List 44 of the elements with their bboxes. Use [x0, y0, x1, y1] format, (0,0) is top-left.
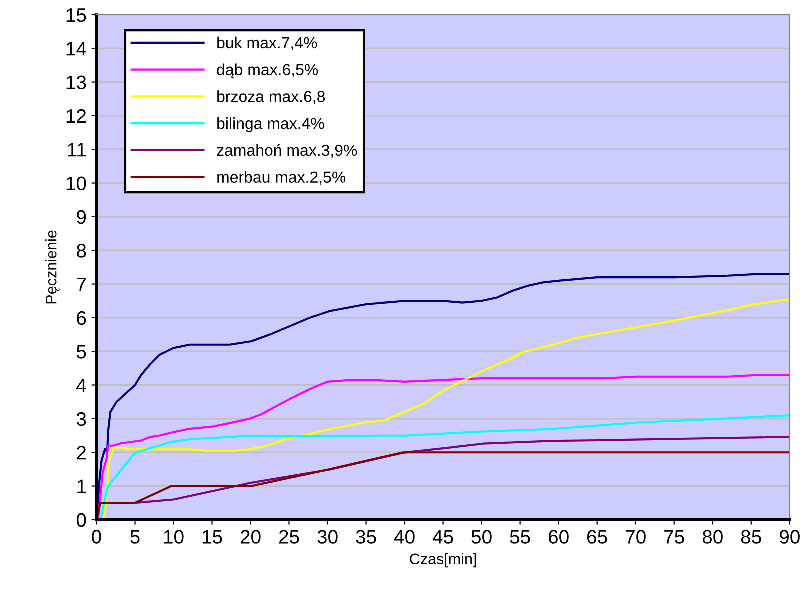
x-tick-label: 35	[356, 530, 376, 544]
y-tick-label: 13	[66, 76, 86, 90]
legend-label: dąb max.6,5%	[217, 64, 318, 79]
y-tick-label: 5	[76, 345, 86, 359]
x-tick-label: 0	[92, 530, 102, 544]
legend-label: bilinga max.4%	[218, 118, 324, 132]
y-tick-label: 10	[66, 176, 86, 191]
y-axis-title: Pęcznienie	[46, 230, 60, 304]
x-tick-label: 75	[664, 530, 684, 544]
x-tick-label: 90	[780, 530, 800, 544]
x-tick-label: 20	[240, 530, 261, 544]
y-tick-label: 9	[77, 210, 86, 224]
x-tick-label: 80	[702, 530, 723, 544]
legend-label: brzoza max.6,8	[218, 90, 326, 104]
legend-label: merbau max.2,5%	[218, 171, 346, 185]
x-tick-label: 55	[510, 530, 530, 544]
x-tick-label: 40	[394, 530, 415, 544]
y-tick-label: 11	[68, 143, 86, 157]
x-tick-label: 15	[202, 530, 222, 544]
y-tick-label: 6	[77, 311, 86, 326]
y-tick-label: 12	[66, 109, 86, 124]
x-tick-label: 50	[472, 530, 492, 544]
x-tick-label: 65	[588, 530, 608, 544]
x-axis-title: Czas[min]	[410, 553, 476, 568]
legend-label: zamahoń max.3,9%	[217, 144, 358, 158]
y-tick-label: 14	[66, 42, 86, 56]
line-series	[100, 414, 790, 520]
y-tick-label: 15	[66, 8, 86, 22]
x-tick-label: 70	[626, 530, 646, 544]
x-tick-label: 45	[432, 530, 454, 544]
x-tick-label: 85	[741, 530, 762, 544]
x-tick-label: 60	[549, 530, 569, 544]
y-tick-label: 7	[77, 278, 86, 292]
x-tick-label: 10	[164, 530, 184, 544]
x-tick-label: 30	[318, 530, 338, 544]
legend-label: buk max.7,4%	[218, 36, 318, 51]
x-tick-label: 5	[130, 530, 140, 544]
y-tick-label: 0	[76, 513, 86, 528]
y-tick-label: 2	[77, 446, 86, 460]
y-tick-label: 1	[78, 480, 86, 494]
y-tick-label: 8	[77, 244, 86, 258]
y-tick-label: 3	[76, 412, 86, 426]
y-tick-label: 4	[76, 378, 86, 392]
x-tick-label: 25	[279, 530, 300, 544]
